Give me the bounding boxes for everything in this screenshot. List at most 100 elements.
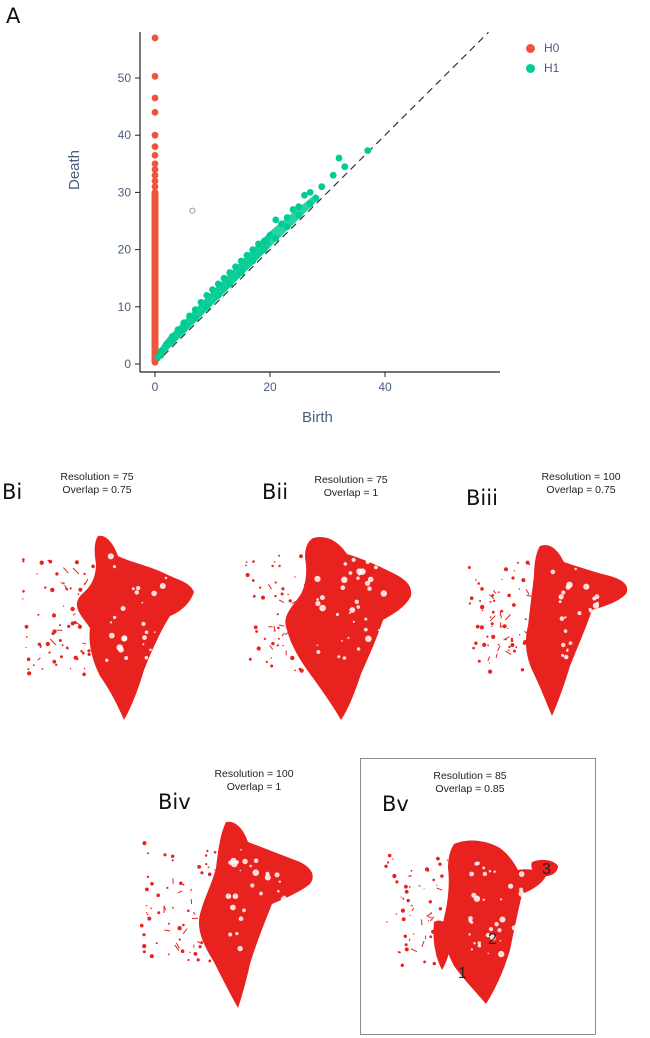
- mapper-small-node: [171, 859, 174, 862]
- mapper-small-node: [146, 875, 150, 879]
- mapper-mesh-hole: [577, 611, 582, 616]
- point-h1-30: [163, 340, 170, 348]
- mapper-small-node: [467, 566, 471, 569]
- mapper-edge: [190, 888, 193, 892]
- point-h0-22: [151, 246, 159, 254]
- mapper-small-node: [469, 596, 474, 600]
- legend-item-h1[interactable]: H1: [526, 61, 559, 75]
- mapper-small-node: [182, 923, 185, 927]
- point-h0-7: [151, 160, 159, 168]
- mapper-mesh-hole: [107, 553, 114, 560]
- mapper-small-node: [525, 560, 530, 565]
- mapper-mesh-hole: [558, 600, 562, 604]
- mapper-small-node: [200, 871, 204, 875]
- mapper-small-node: [157, 911, 161, 915]
- mapper-edge: [37, 657, 41, 661]
- mapper-edge: [501, 578, 503, 581]
- mapper-small-node: [491, 625, 493, 627]
- panel-biii-title: Resolution = 100 Overlap = 0.75: [511, 471, 650, 497]
- point-h0-0: [151, 34, 159, 42]
- mapper-mesh-hole: [568, 641, 573, 645]
- mapper-small-node: [497, 643, 500, 646]
- mapper-small-node: [245, 564, 247, 567]
- point-h0-3: [151, 108, 159, 116]
- mapper-small-node: [139, 923, 144, 928]
- mapper-edge: [82, 642, 87, 645]
- mapper-mesh-hole: [488, 927, 494, 932]
- mapper-small-node: [59, 655, 63, 659]
- panel-bi-overlap: Overlap = 0.75: [62, 484, 132, 496]
- panel-bv-title: Resolution = 85 Overlap = 0.85: [400, 770, 540, 796]
- mapper-mesh-hole: [239, 869, 242, 872]
- diagonal-line: [154, 31, 489, 365]
- mapper-mesh-hole: [468, 933, 471, 936]
- mapper-mesh-hole: [141, 601, 144, 604]
- mapper-small-node: [486, 635, 489, 638]
- mapper-mesh-hole: [482, 866, 486, 870]
- panel-bii-title: Resolution = 75 Overlap = 1: [281, 474, 421, 500]
- mapper-small-node: [198, 945, 202, 949]
- point-h1-43: [203, 303, 211, 311]
- mapper-edge: [410, 948, 418, 953]
- mapper-small-node: [193, 952, 198, 956]
- point-h1-37: [272, 234, 280, 242]
- mapper-mesh-hole: [377, 629, 381, 632]
- mapper-edge: [64, 584, 69, 591]
- mapper-mesh-hole: [518, 871, 525, 877]
- mapper-small-node: [187, 958, 190, 962]
- mapper-mesh-hole: [240, 848, 242, 851]
- mapper-small-node: [50, 587, 55, 593]
- point-h0-4: [151, 131, 159, 139]
- mapper-small-node: [492, 599, 496, 602]
- point-h1-20: [220, 274, 228, 282]
- panel-biii-letter: Biii: [466, 486, 498, 510]
- point-h1-6: [301, 191, 308, 199]
- mapper-mesh-hole: [470, 948, 473, 951]
- mapper-mesh-hole: [238, 916, 244, 921]
- point-h0-23: [151, 251, 159, 259]
- mapper-small-node: [208, 959, 212, 963]
- mapper-small-node: [61, 644, 64, 647]
- point-h1-5: [306, 189, 314, 196]
- panel-bi-title: Resolution = 75 Overlap = 0.75: [27, 471, 167, 497]
- mapper-mesh-hole: [488, 870, 492, 873]
- mapper-small-node: [270, 664, 274, 668]
- mapper-small-node: [91, 564, 95, 569]
- panel-bv-resolution: Resolution = 85: [433, 770, 507, 782]
- mapper-node-cluster: [198, 821, 313, 1008]
- point-h0-37: [151, 332, 159, 339]
- mapper-small-node: [479, 600, 482, 602]
- mapper-small-node: [497, 591, 500, 594]
- mapper-mesh-hole: [550, 569, 556, 575]
- mapper-edge: [487, 656, 491, 662]
- mapper-small-node: [508, 645, 511, 649]
- mapper-mesh-hole: [314, 575, 321, 582]
- mapper-small-node: [280, 592, 284, 596]
- mapper-small-node: [401, 917, 406, 922]
- panel-bv-frame: [360, 758, 596, 1035]
- mapper-mesh-hole: [259, 891, 263, 896]
- mapper-edge: [493, 589, 497, 594]
- mapper-edge: [267, 583, 272, 590]
- mapper-small-node: [271, 641, 275, 646]
- mapper-mesh-hole: [500, 898, 503, 901]
- mapper-mesh-hole: [561, 642, 566, 648]
- mapper-mesh-hole: [144, 655, 149, 660]
- mapper-small-node: [429, 935, 433, 939]
- mapper-small-node: [245, 573, 250, 577]
- point-h1-12: [266, 231, 274, 239]
- mapper-small-node: [76, 657, 79, 661]
- mapper-mesh-hole: [142, 635, 147, 640]
- point-h1-16: [243, 251, 251, 259]
- mapper-small-node: [477, 582, 480, 585]
- mapper-small-node: [384, 864, 388, 868]
- mapper-small-node: [146, 852, 149, 855]
- mapper-mesh-hole: [159, 583, 166, 589]
- mapper-edge: [525, 589, 530, 595]
- mapper-edge: [505, 650, 512, 655]
- panel-biv-title: Resolution = 100 Overlap = 1: [184, 768, 324, 794]
- point-h1-10: [278, 220, 285, 228]
- point-h1-7: [295, 203, 303, 211]
- legend-item-h0[interactable]: H0: [526, 41, 559, 55]
- mapper-small-node: [426, 869, 430, 872]
